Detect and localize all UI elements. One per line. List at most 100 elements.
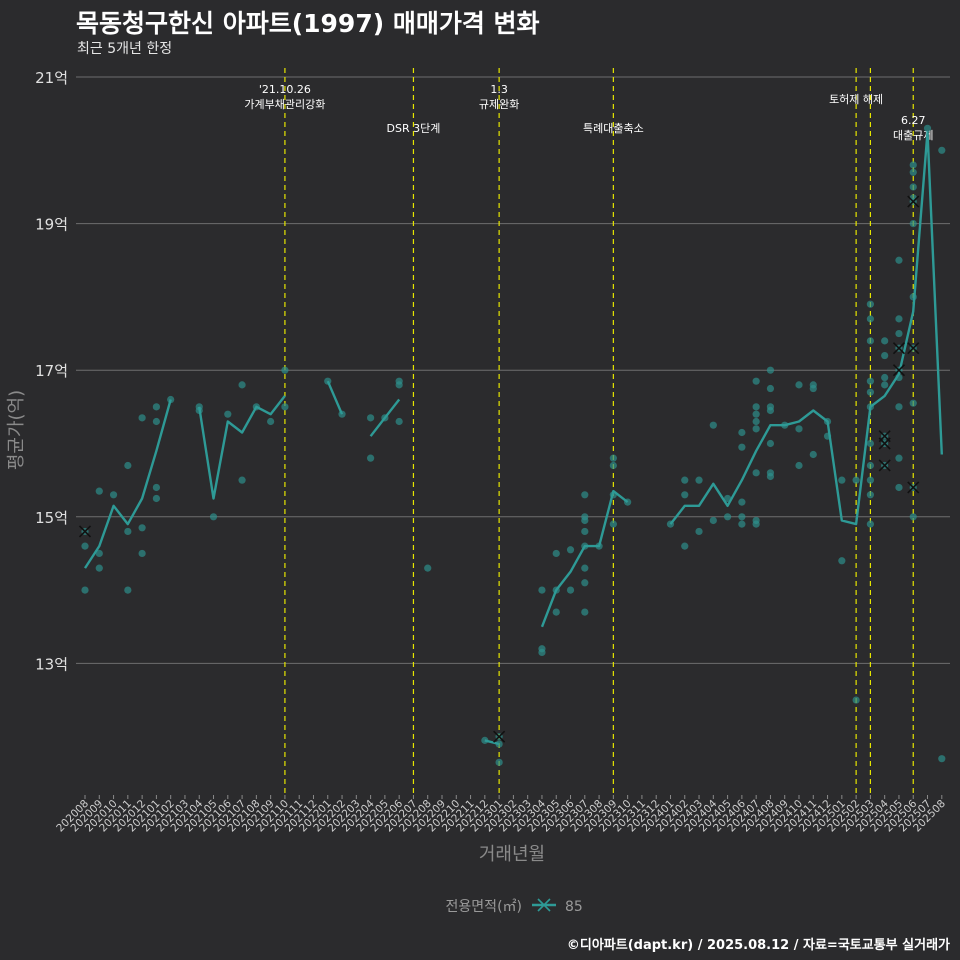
x-axis-ticks: 2020082020092020102020112020122021012021…	[54, 795, 948, 834]
transaction-point	[566, 546, 575, 554]
event-label-line: 6.27	[901, 114, 926, 127]
event-label-line: 특례대출축소	[583, 122, 644, 135]
transaction-point	[923, 124, 932, 132]
transaction-point	[81, 586, 89, 594]
transaction-point	[866, 300, 875, 308]
transaction-point	[152, 417, 160, 426]
transaction-point	[909, 183, 917, 191]
transaction-point	[681, 542, 689, 550]
transaction-point	[766, 406, 775, 415]
transaction-point	[895, 483, 903, 492]
transaction-point	[695, 476, 703, 484]
transaction-point	[881, 381, 889, 389]
y-tick-label: 13억	[35, 655, 68, 673]
transaction-point	[881, 373, 889, 382]
transaction-point	[938, 146, 946, 154]
series-85-segment	[369, 398, 401, 437]
transaction-point	[752, 520, 760, 528]
transaction-point	[538, 648, 546, 657]
transaction-point	[95, 564, 103, 572]
transaction-point	[281, 403, 289, 411]
transaction-point	[581, 513, 589, 521]
transaction-point	[795, 425, 803, 433]
transaction-point	[909, 220, 917, 228]
transaction-point	[752, 425, 760, 433]
transaction-point	[152, 494, 160, 503]
transaction-point	[866, 476, 875, 484]
transaction-point	[752, 410, 760, 418]
transaction-point	[581, 491, 589, 499]
event-label-line: DSR 3단계	[387, 122, 441, 135]
series-85-segment	[83, 399, 172, 569]
transaction-point	[838, 557, 846, 565]
y-axis-title: 평균가(억)	[6, 390, 27, 470]
transaction-point	[895, 403, 903, 411]
transaction-point	[766, 366, 775, 374]
cross-marker	[907, 342, 920, 355]
series-85-segment	[484, 739, 500, 746]
transaction-point	[895, 454, 903, 462]
transaction-point	[895, 329, 903, 338]
transaction-point	[895, 315, 903, 323]
transaction-point	[909, 399, 917, 407]
cross-marker	[907, 195, 920, 208]
transaction-point	[224, 410, 232, 418]
transaction-point	[95, 487, 103, 495]
transaction-point	[238, 381, 246, 389]
transaction-point	[109, 491, 118, 499]
transaction-point	[152, 403, 160, 411]
transaction-point	[209, 513, 218, 521]
transaction-point	[609, 520, 617, 528]
transaction-point	[852, 696, 860, 704]
chart-title: 목동청구한신 아파트(1997) 매매가격 변화	[76, 9, 540, 38]
transaction-point	[495, 758, 503, 766]
cross-marker	[892, 364, 906, 377]
transaction-point	[881, 351, 889, 360]
transaction-point	[267, 417, 275, 426]
event-label: DSR 3단계	[387, 122, 441, 135]
legend-title: 전용면적(㎡)	[446, 899, 522, 915]
transaction-point	[552, 549, 560, 558]
transaction-point	[124, 527, 132, 536]
transaction-point	[766, 384, 775, 393]
event-label-line: 규제완화	[479, 98, 519, 111]
transaction-point	[709, 421, 717, 429]
series-85-segment	[540, 489, 629, 628]
transaction-point	[866, 491, 875, 499]
transaction-point	[609, 454, 617, 462]
transaction-point	[238, 476, 246, 484]
transaction-point	[809, 384, 817, 393]
cross-marker	[892, 342, 906, 355]
transaction-point	[695, 527, 703, 536]
transaction-point	[866, 388, 875, 396]
transaction-point	[81, 542, 89, 550]
series-85-segment	[326, 380, 344, 415]
cross-markers	[78, 195, 920, 743]
transaction-point	[795, 461, 803, 470]
transaction-point	[866, 439, 875, 448]
event-label: 토허제 해제	[829, 92, 883, 106]
transaction-point	[866, 520, 875, 528]
transaction-point	[866, 377, 875, 385]
legend-cross-icon	[537, 898, 551, 912]
y-tick-label: 15억	[35, 509, 68, 527]
series-85-segment	[198, 395, 286, 500]
transaction-point	[152, 483, 160, 492]
event-label-line: 대출규제	[893, 129, 933, 142]
transaction-point	[866, 315, 875, 323]
transaction-point	[367, 454, 375, 462]
transaction-point	[738, 443, 746, 451]
cross-marker	[878, 437, 891, 450]
transaction-point	[681, 491, 689, 499]
transaction-point	[538, 586, 546, 594]
transaction-point	[581, 579, 589, 587]
transaction-point	[581, 608, 589, 616]
chart-subtitle: 최근 5개년 한정	[77, 41, 173, 57]
transaction-point	[281, 366, 289, 374]
transaction-point	[724, 513, 732, 521]
transaction-point	[709, 516, 717, 525]
transaction-point	[909, 168, 917, 176]
y-tick-label: 21억	[35, 69, 68, 87]
transaction-point	[852, 476, 860, 484]
